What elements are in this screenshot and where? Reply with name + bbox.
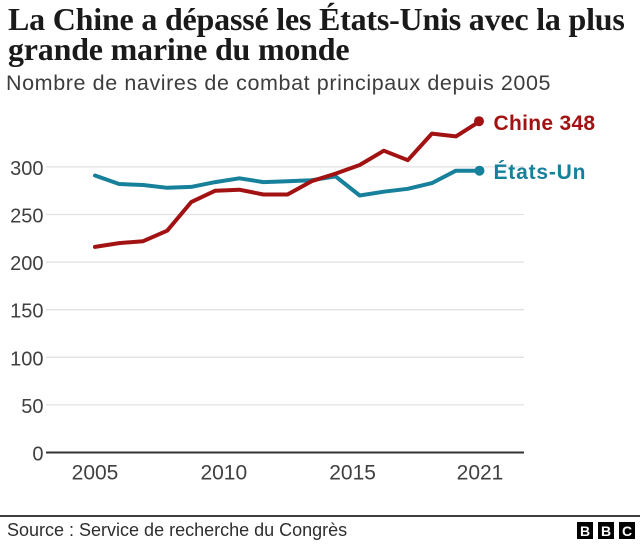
- svg-text:Chine 348: Chine 348: [494, 112, 596, 135]
- svg-text:200: 200: [10, 253, 43, 275]
- svg-text:2021: 2021: [457, 462, 504, 485]
- svg-text:0: 0: [32, 444, 43, 466]
- svg-text:2005: 2005: [72, 462, 119, 485]
- svg-text:300: 300: [10, 158, 43, 180]
- svg-text:États-Un: États-Un: [494, 161, 587, 184]
- svg-text:250: 250: [10, 206, 43, 228]
- svg-text:2010: 2010: [200, 462, 247, 485]
- svg-text:2015: 2015: [329, 462, 376, 485]
- svg-text:50: 50: [21, 396, 43, 418]
- svg-text:150: 150: [10, 301, 43, 323]
- svg-text:100: 100: [10, 348, 43, 370]
